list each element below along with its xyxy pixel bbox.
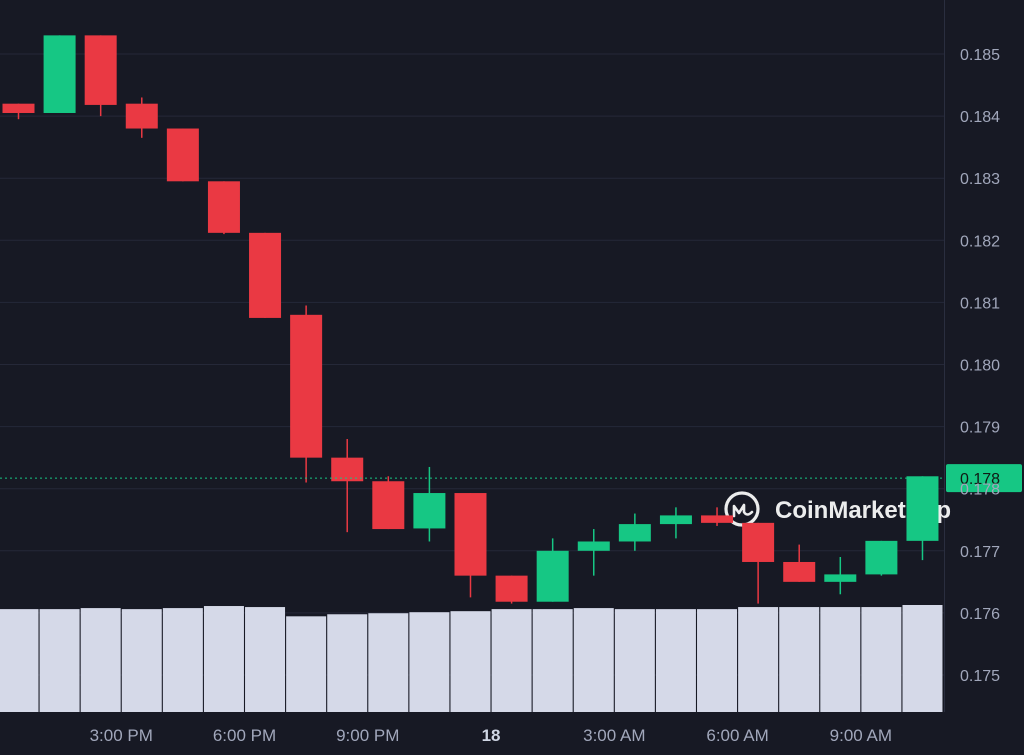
candle-body: [207, 181, 240, 233]
volume-bar: [779, 607, 820, 712]
candle: [701, 507, 734, 526]
candle: [454, 493, 487, 598]
candle-body: [783, 561, 816, 582]
x-tick-label: 3:00 AM: [583, 726, 645, 745]
candle-body: [84, 35, 117, 105]
volume-bar: [491, 609, 532, 712]
current-price-badge: [946, 464, 1022, 493]
candle-body: [865, 540, 898, 575]
volume-bar: [245, 607, 286, 712]
volume-bar: [614, 609, 655, 712]
candle-body: [372, 481, 405, 530]
x-tick-label: 6:00 AM: [706, 726, 768, 745]
candle-body: [618, 524, 651, 542]
y-tick-label: 0.182: [960, 233, 1000, 250]
candle: [865, 540, 898, 576]
candle: [824, 557, 857, 595]
y-tick-label: 0.175: [960, 668, 1000, 685]
volume-bar: [861, 607, 902, 712]
candle: [331, 439, 364, 533]
y-tick-label: 0.184: [960, 109, 1000, 126]
volume-bar: [327, 614, 368, 712]
volume-bar: [121, 609, 162, 712]
candle-body: [906, 476, 939, 541]
volume-bar: [902, 605, 943, 712]
candles: [2, 35, 939, 604]
y-tick-label: 0.180: [960, 358, 1000, 375]
candle: [84, 35, 117, 117]
candle-body: [413, 493, 446, 529]
x-tick-label: 9:00 PM: [336, 726, 399, 745]
candle: [372, 476, 405, 530]
current-price-marker: 0.178: [0, 464, 1022, 493]
volume-bar: [286, 616, 327, 712]
y-tick-label: 0.178: [960, 482, 1000, 499]
candle: [536, 538, 569, 602]
candle: [906, 476, 939, 561]
candle-body: [125, 103, 158, 129]
volume-bar: [162, 608, 203, 712]
candle: [618, 513, 651, 551]
candle: [413, 466, 446, 542]
candle-body: [495, 575, 528, 602]
candle-body: [824, 574, 857, 582]
candle-body: [454, 493, 487, 576]
volume-bar: [573, 608, 614, 712]
x-tick-label: 3:00 PM: [90, 726, 153, 745]
y-tick-label: 0.185: [960, 47, 1000, 64]
candle-body: [249, 232, 282, 318]
volume-bar: [39, 609, 80, 712]
candle-body: [2, 103, 35, 113]
x-tick-label: 6:00 PM: [213, 726, 276, 745]
y-tick-label: 0.183: [960, 171, 1000, 188]
volume-bars: [0, 605, 943, 712]
y-tick-label: 0.179: [960, 420, 1000, 437]
candle: [125, 97, 158, 138]
coinmarketcap-logo-icon: [724, 491, 760, 527]
volume-bar: [80, 608, 121, 712]
candle-body: [577, 541, 610, 551]
candle-body: [742, 522, 775, 562]
candle-body: [166, 128, 199, 182]
candle: [166, 128, 199, 182]
candle: [659, 507, 692, 539]
volume-bar: [532, 609, 573, 712]
volume-bar: [368, 613, 409, 712]
volume-bar: [203, 606, 244, 712]
volume-bar: [655, 609, 696, 712]
candle: [207, 181, 240, 235]
y-tick-label: 0.177: [960, 544, 1000, 561]
candle-body: [290, 314, 323, 458]
candle-body: [701, 515, 734, 523]
candle: [2, 103, 35, 120]
candle: [495, 575, 528, 604]
candle: [577, 529, 610, 576]
x-tick-label: 18: [482, 726, 501, 745]
candle-body: [43, 35, 76, 113]
candle: [742, 522, 775, 604]
candle-body: [659, 515, 692, 525]
volume-bar: [450, 611, 491, 712]
y-tick-label: 0.181: [960, 295, 1000, 312]
candle: [290, 305, 323, 483]
volume-bar: [820, 607, 861, 712]
candle-body: [536, 550, 569, 602]
y-axis-ticks: 0.185 0.184 0.183 0.182 0.181 0.180 0.179 0.178…: [960, 47, 1000, 685]
current-price-label: 0.178: [960, 471, 1000, 488]
y-tick-label: 0.176: [960, 606, 1000, 623]
candle: [43, 35, 76, 113]
volume-bar: [738, 607, 779, 712]
candle: [783, 544, 816, 582]
x-tick-label: 9:00 AM: [830, 726, 892, 745]
volume-bar: [697, 609, 738, 712]
volume-bar: [0, 609, 39, 712]
x-axis-ticks: 3:00 PM 6:00 PM 9:00 PM 18 3:00 AM 6:00 AM 9:0…: [90, 726, 892, 745]
candle: [249, 232, 282, 318]
volume-bar: [409, 612, 450, 712]
candle-body: [331, 457, 364, 482]
